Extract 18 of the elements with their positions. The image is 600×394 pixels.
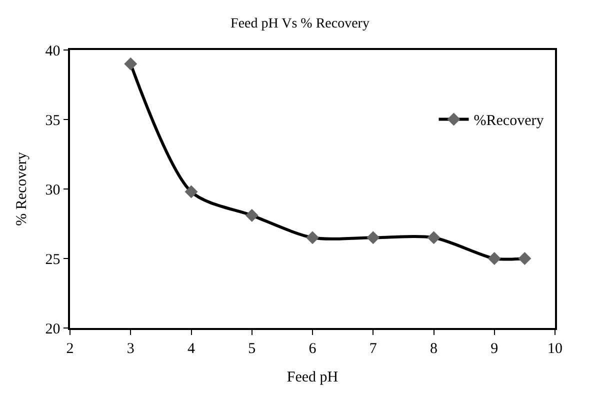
x-tick-label: 4 bbox=[188, 340, 196, 357]
x-tick-label: 5 bbox=[248, 340, 256, 357]
y-tick-label: 25 bbox=[45, 252, 60, 268]
y-axis-title: % Recovery bbox=[14, 152, 30, 226]
x-tick-label: 9 bbox=[490, 340, 498, 357]
y-tick-label: 20 bbox=[45, 321, 60, 338]
x-tick-label: 10 bbox=[548, 340, 562, 357]
x-tick-label: 8 bbox=[430, 340, 438, 357]
legend-label: %Recovery bbox=[474, 113, 544, 130]
x-tick-label: 6 bbox=[308, 340, 317, 357]
y-tick-label: 35 bbox=[45, 112, 60, 129]
x-axis-title: Feed pH bbox=[286, 369, 338, 386]
x-tick-label: 7 bbox=[369, 340, 378, 357]
y-tick-label: 40 bbox=[45, 43, 60, 60]
y-tick-label: 30 bbox=[45, 182, 60, 198]
x-tick-label: 2 bbox=[66, 340, 74, 357]
chart-title: Feed pH Vs % Recovery bbox=[230, 16, 370, 32]
x-tick-label: 3 bbox=[126, 340, 134, 357]
